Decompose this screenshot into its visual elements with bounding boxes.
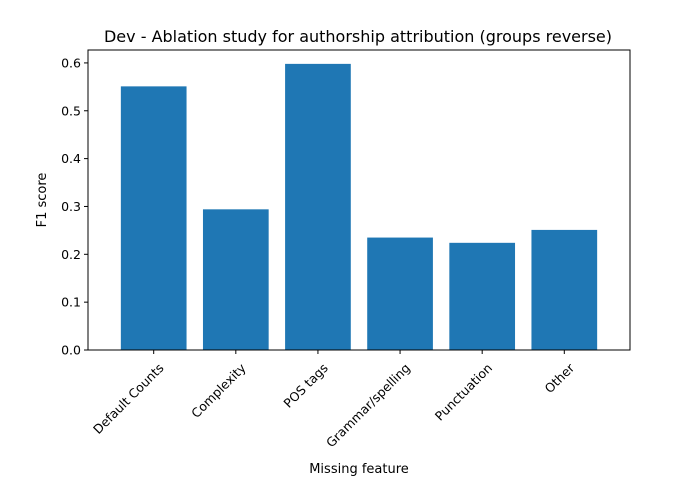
y-tick-label-1: 0.1	[61, 295, 81, 310]
x-tick-label-2: POS tags	[280, 360, 330, 410]
x-tick-label-3: Grammar/spelling	[323, 360, 413, 450]
y-tick-label-2: 0.2	[61, 247, 81, 262]
y-axis-label: F1 score	[35, 173, 50, 228]
y-tick-label-5: 0.5	[61, 103, 81, 118]
x-tick-label-1: Complexity	[188, 360, 249, 421]
x-axis: Default Counts Complexity POS tagsGrammar/…	[90, 350, 578, 450]
y-tick-label-6: 0.6	[61, 55, 81, 70]
y-tick-label-4: 0.4	[61, 151, 81, 166]
bar-3	[367, 237, 433, 350]
bars-group	[120, 63, 598, 350]
x-tick-label-5: Other	[541, 360, 577, 396]
y-tick-label-3: 0.3	[61, 199, 81, 214]
bar-2	[285, 63, 351, 350]
plot-frame	[87, 49, 631, 351]
y-tick-label-0: 0.0	[61, 343, 81, 358]
x-tick-label-0: Default Counts	[90, 360, 167, 437]
x-axis-label: Missing feature	[309, 462, 409, 477]
bar-5	[531, 229, 598, 350]
x-tick-label-4: Punctuation	[432, 360, 495, 423]
y-axis: 0.0 0.1 0.2 0.3 0.4 0.5 0.6	[61, 55, 88, 358]
bar-4	[449, 242, 516, 350]
bar-1	[202, 209, 269, 350]
bar-0	[120, 86, 187, 350]
chart-title: Dev - Ablation study for authorship attr…	[104, 27, 612, 46]
